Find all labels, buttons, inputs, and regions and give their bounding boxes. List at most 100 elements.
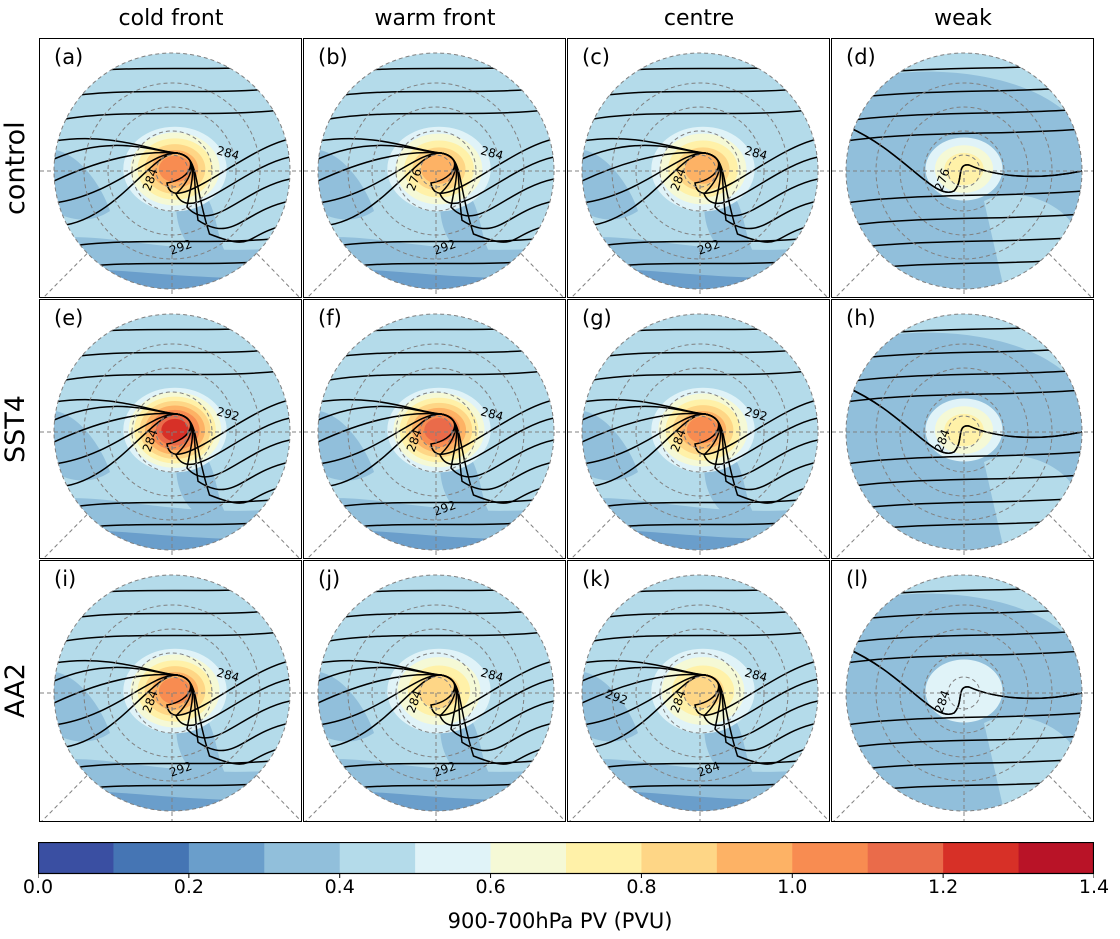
theta-contour-line (318, 108, 554, 122)
colorbar-swatch (566, 842, 643, 874)
colorbar-swatch (415, 842, 492, 874)
theta-contour-line (318, 412, 554, 478)
axes-lines (304, 170, 565, 297)
axis-line (784, 253, 828, 297)
theta-contour-line (54, 108, 290, 122)
colorbar (38, 842, 1094, 878)
panel-label: (b) (318, 45, 348, 69)
axis-line (571, 253, 616, 297)
colorbar-swatch (264, 842, 341, 874)
colorbar-frame (38, 842, 1094, 875)
theta-contour-line (846, 125, 1082, 194)
pv-core-contour (925, 659, 1003, 723)
pv-core-contour (418, 673, 460, 709)
pv-patch (846, 575, 1082, 653)
pv-patch (984, 716, 1082, 811)
axis-line (1048, 253, 1092, 297)
theta-contour-line (582, 673, 818, 739)
range-ring (53, 313, 291, 551)
theta-contour-line (54, 413, 290, 491)
contour-label: 284 (215, 665, 241, 684)
axis-line (571, 514, 616, 558)
range-ring (317, 52, 555, 290)
theta-contour-line (846, 389, 1082, 403)
range-ring (581, 574, 819, 812)
panel-l: (l) 284 (831, 560, 1094, 822)
pv-core-contour (161, 418, 189, 442)
range-ring (53, 574, 291, 812)
axis-line (520, 775, 565, 821)
panel-h: (h) 284 (831, 299, 1094, 559)
axes-lines (40, 170, 301, 297)
axes-lines (832, 692, 1093, 821)
theta-contour-line (582, 151, 818, 217)
column-title-weak: weak (934, 6, 992, 31)
axis-line (256, 775, 301, 821)
colorbar-swatch (339, 842, 416, 874)
theta-contour-line (846, 647, 1082, 716)
contour-label: 284 (479, 665, 505, 684)
pv-core-contour (944, 152, 984, 186)
theta-contour-line (54, 666, 290, 727)
pv-patch (984, 194, 1082, 289)
pv-core-contour (944, 413, 984, 447)
panel-label: (d) (846, 45, 876, 69)
range-ring (845, 52, 1083, 290)
column-title-cold-front: cold front (118, 6, 224, 31)
theta-contour-line (846, 108, 1082, 122)
theta-contour-line (582, 108, 818, 122)
theta-contour-line (54, 674, 290, 752)
panel-label: (j) (318, 567, 341, 591)
panel-k: (k) 284 284 284 292 (567, 560, 830, 822)
axes-lines (568, 692, 829, 821)
range-ring (317, 313, 555, 551)
pv-patch (846, 53, 1082, 131)
theta-contour-line (318, 673, 554, 739)
axes-lines (568, 170, 829, 297)
pv-core-contour (424, 417, 454, 443)
theta-contour-line (582, 152, 818, 230)
colorbar-swatch (490, 842, 567, 874)
axis-line (307, 514, 352, 558)
panel-label: (h) (846, 306, 876, 330)
theta-contour-line (582, 413, 818, 491)
axes-lines (568, 431, 829, 558)
theta-contour-line (846, 650, 1082, 664)
theta-contour-line (846, 369, 1082, 383)
axis-line (43, 253, 88, 297)
colorbar-swatch (867, 842, 944, 874)
contour-label: 284 (743, 665, 769, 684)
contour-label: 284 (215, 143, 241, 162)
theta-contour-line (318, 630, 554, 644)
pv-field (318, 575, 554, 811)
theta-contour-line (54, 151, 290, 217)
panel-a: (a) 284 284 292 (39, 38, 302, 298)
composite-map: 284 (832, 313, 1093, 558)
axes-lines (832, 170, 1093, 297)
panel-label: (f) (318, 306, 342, 330)
panel-f: (f) 284 284 292 (303, 299, 566, 559)
theta-contour-line (582, 405, 818, 466)
axis-line (256, 514, 300, 558)
contour-label: 292 (215, 404, 241, 423)
colorbar-label: 900-700hPa PV (PVU) (447, 909, 673, 933)
theta-contour-line (54, 673, 290, 739)
colorbar-tick-label: 1.2 (928, 876, 959, 898)
colorbar-tick-label: 0.0 (22, 876, 54, 898)
panel-e: (e) 284 292 (39, 299, 302, 559)
colorbar-swatch (792, 842, 869, 874)
axis-line (520, 253, 564, 297)
range-ring (581, 52, 819, 290)
theta-contour-line (582, 369, 818, 383)
theta-contour-line (846, 128, 1082, 142)
axis-line (43, 514, 88, 558)
theta-contour-line (54, 144, 290, 205)
theta-contour-line (582, 412, 818, 478)
panel-label: (k) (582, 567, 611, 591)
theta-contour-line (846, 386, 1082, 455)
axis-line (520, 514, 564, 558)
range-ring (317, 574, 555, 812)
colorbar-swatch (943, 842, 1020, 874)
